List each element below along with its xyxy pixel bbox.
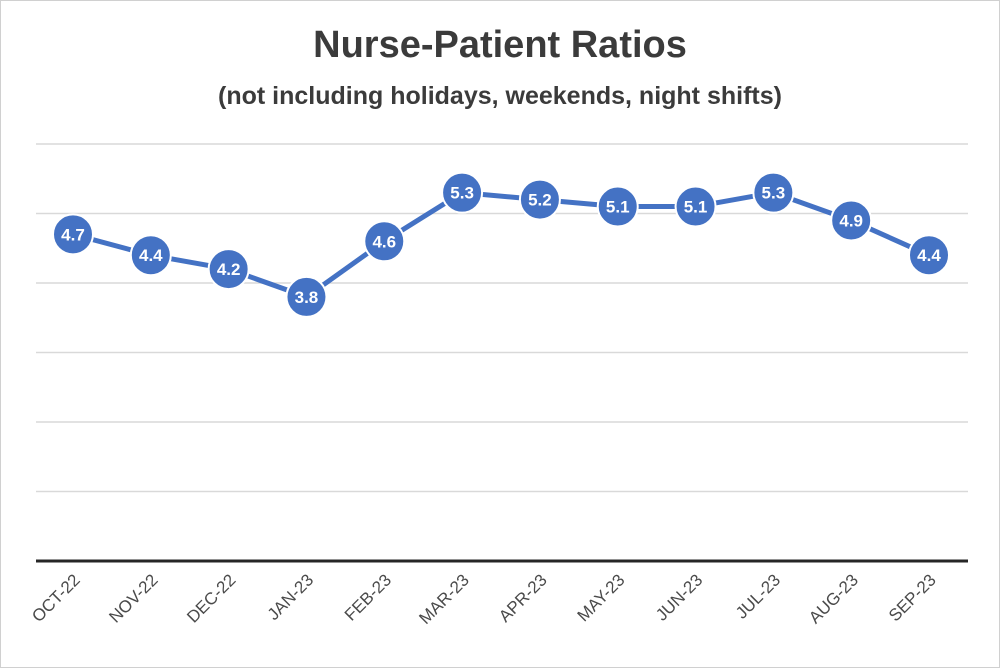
- data-point-marker: [518, 178, 561, 221]
- data-point-marker: [908, 234, 950, 277]
- series-line-group: [70, 190, 932, 300]
- x-tick-label: JAN-23: [264, 570, 318, 624]
- data-label: 4.6: [372, 232, 396, 251]
- chart-title: Nurse-Patient Ratios: [313, 24, 687, 66]
- x-tick-label: APR-23: [495, 570, 551, 626]
- data-label: 4.4: [139, 246, 163, 265]
- x-tick-label: DEC-22: [183, 570, 239, 626]
- data-point-marker: [441, 171, 484, 214]
- gridlines: [36, 143, 968, 493]
- data-point-marker: [674, 185, 717, 228]
- data-point-marker: [207, 248, 250, 291]
- data-point-marker: [596, 185, 639, 228]
- data-point-marker: [830, 199, 873, 242]
- x-tick-label: OCT-22: [28, 570, 84, 626]
- data-label: 5.3: [762, 184, 786, 203]
- x-tick-label: JUN-23: [652, 570, 706, 624]
- data-label: 4.7: [61, 225, 85, 244]
- x-tick-label: JUL-23: [732, 570, 784, 622]
- chart-subtitle: (not including holidays, weekends, night…: [218, 82, 782, 110]
- x-tick-label: FEB-23: [341, 570, 395, 624]
- data-label: 4.4: [917, 246, 941, 265]
- data-label: 5.1: [684, 198, 708, 217]
- x-tick-label: MAR-23: [415, 570, 473, 628]
- x-tick-label: AUG-23: [805, 570, 862, 627]
- data-point-marker: [752, 171, 795, 214]
- data-point-marker: [52, 213, 94, 256]
- x-tick-label: MAY-23: [574, 570, 629, 625]
- data-point-marker: [129, 234, 172, 277]
- x-tick-labels: OCT-22 NOV-22 DEC-22 JAN-23 FEB-23 MAR-23 APR-…: [28, 570, 940, 628]
- data-label: 3.8: [295, 288, 319, 307]
- data-point-marker: [363, 220, 406, 263]
- data-label: 4.2: [217, 260, 241, 279]
- x-tick-label: NOV-22: [105, 570, 161, 626]
- data-label: 5.1: [606, 198, 630, 217]
- markers-group: 4.7 4.4 4.2 3.8 4.6 5.3 5.2 5.1 5.1 5.3 4.9 4.4: [52, 171, 950, 318]
- series-line: [70, 190, 932, 300]
- data-point-marker: [285, 275, 328, 318]
- data-label: 4.9: [839, 211, 863, 230]
- data-label: 5.3: [450, 184, 474, 203]
- x-tick-label: SEP-23: [885, 570, 940, 625]
- data-label: 5.2: [528, 191, 552, 210]
